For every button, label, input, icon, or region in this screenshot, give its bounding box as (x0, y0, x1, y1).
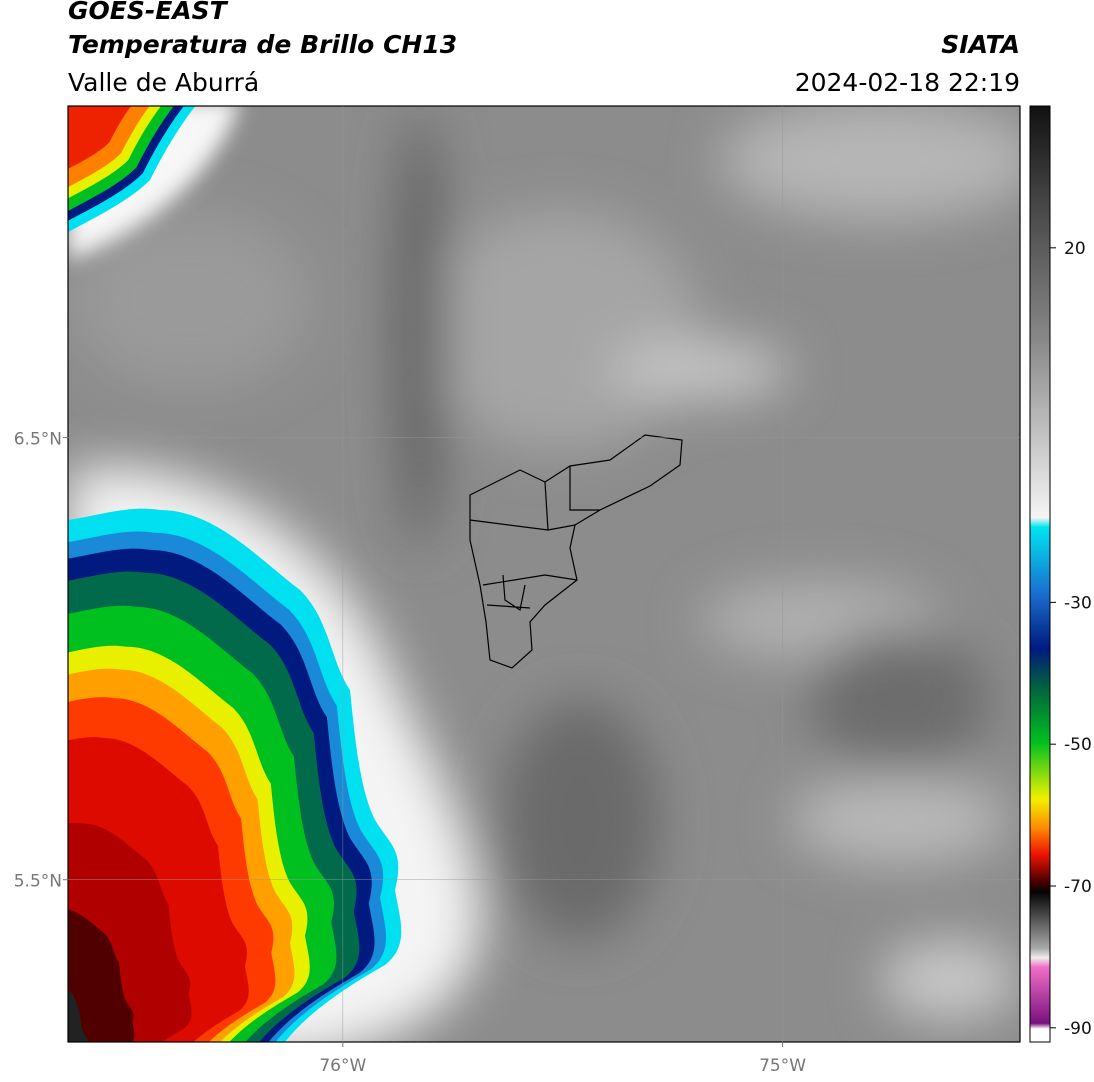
title: GOES-EAST (68, 0, 229, 25)
cloud-layer (68, 106, 132, 169)
lon-tick-label: 76°W (319, 1056, 366, 1076)
lon-tick-label: 75°W (759, 1056, 806, 1076)
lat-tick-label: 6.5°N (14, 430, 62, 450)
graticule (63, 106, 1020, 1047)
colorbar-tick-label: -70 (1064, 877, 1092, 897)
timestamp: 2024-02-18 22:19 (795, 68, 1020, 97)
colorbar-tick-label: -30 (1064, 593, 1092, 613)
map-frame (67, 105, 1021, 1043)
cold-cloud (68, 106, 196, 232)
colorbar-tick-label: -90 (1064, 1019, 1092, 1039)
cloud-texture (70, 106, 1020, 1020)
source: SIATA (941, 30, 1020, 59)
cloud-layer (68, 909, 135, 1042)
region: Valle de Aburrá (68, 68, 259, 97)
valley-outline (469, 434, 683, 669)
map-image (68, 106, 1020, 1042)
colorbar (1029, 105, 1051, 1043)
colorbar-tick-label: -50 (1064, 735, 1092, 755)
lat-tick-label: 5.5°N (14, 872, 62, 892)
cold-cloud (68, 508, 402, 1042)
cloud-layer (68, 989, 89, 1042)
colorbar-tick-label: 20 (1064, 239, 1086, 259)
subtitle: Temperatura de Brillo CH13 (68, 30, 457, 59)
